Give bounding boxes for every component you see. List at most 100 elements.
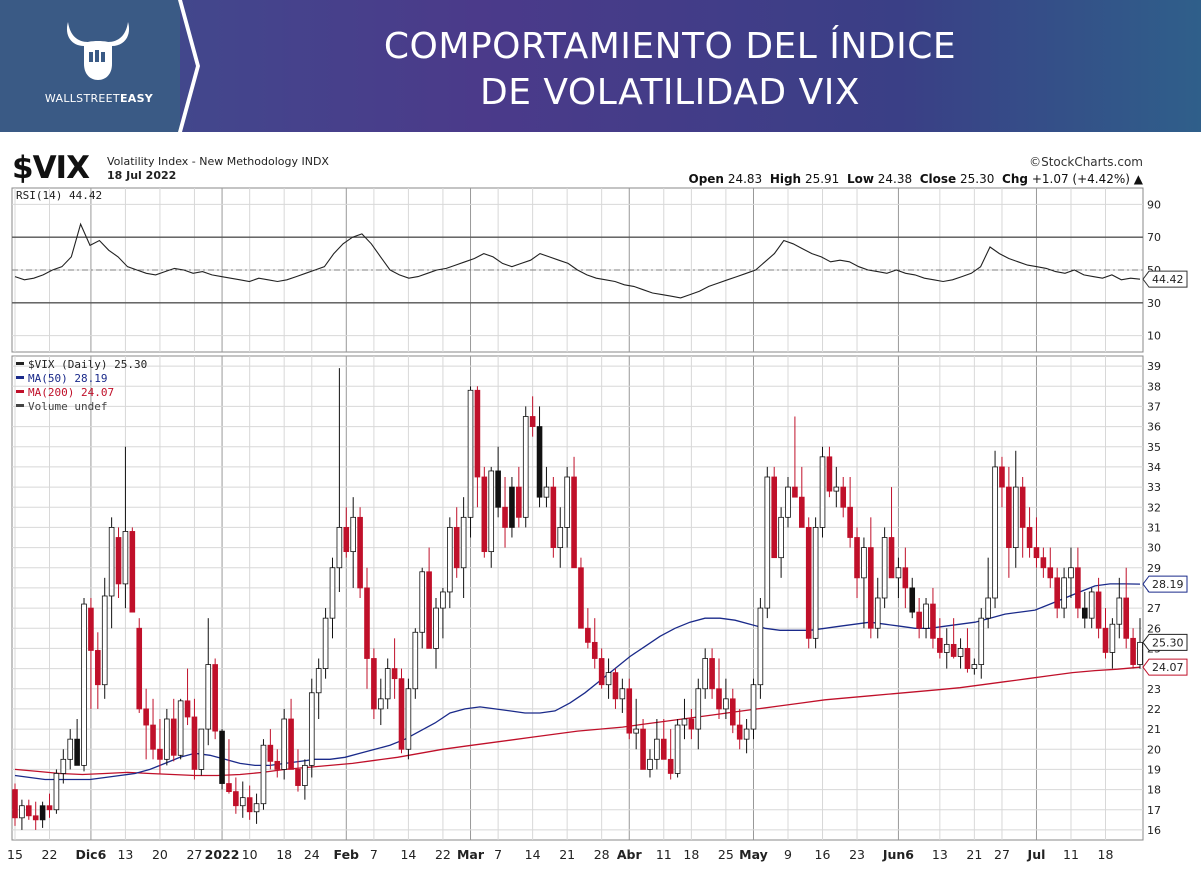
candle-body xyxy=(274,760,281,770)
last-value-label: 25.30 xyxy=(1152,636,1184,649)
candle-body xyxy=(12,789,18,819)
candle-body xyxy=(212,664,218,732)
candle-body xyxy=(681,718,688,726)
low-value: 24.38 xyxy=(877,172,913,186)
candle-body xyxy=(129,531,136,613)
candle-body xyxy=(81,603,87,766)
candle-body xyxy=(688,718,695,730)
x-tick-label: 10 xyxy=(242,847,258,862)
x-tick-label: Mar xyxy=(457,847,485,862)
candle-body xyxy=(329,567,336,619)
x-tick-label: 20 xyxy=(152,847,168,862)
price-y-tick: 34 xyxy=(1147,461,1161,474)
price-y-tick: 36 xyxy=(1147,421,1161,434)
candle-body xyxy=(591,641,598,659)
last-value-tag xyxy=(1142,633,1188,651)
candle-body xyxy=(502,506,508,528)
x-tick-label: 9 xyxy=(784,847,792,862)
x-tick-label: 21 xyxy=(559,847,575,862)
candle-body xyxy=(633,728,639,734)
candle-body xyxy=(88,607,94,651)
candle-body xyxy=(67,738,74,760)
price-y-tick: 29 xyxy=(1147,562,1161,575)
candle-body xyxy=(108,527,115,597)
candle-body xyxy=(260,744,267,805)
low-label: Low xyxy=(846,172,874,186)
candle-body xyxy=(322,617,329,669)
candle-body xyxy=(150,724,156,750)
x-tick-label: Feb xyxy=(334,847,360,862)
candle-body xyxy=(1006,486,1012,548)
close-label: Close xyxy=(919,172,957,186)
rsi-legend: RSI(14) 44.42 xyxy=(16,189,102,202)
candle-body xyxy=(398,678,405,750)
candle-body xyxy=(978,617,985,665)
candle-body xyxy=(771,476,778,559)
candle-body xyxy=(474,389,481,478)
candle-body xyxy=(239,797,246,807)
candle-body xyxy=(529,416,536,427)
price-y-tick: 33 xyxy=(1147,481,1161,494)
candle-body xyxy=(467,389,474,518)
x-tick-label: 13 xyxy=(117,847,133,862)
x-tick-label: 2022 xyxy=(205,847,240,862)
candle-body xyxy=(177,700,184,756)
candle-body xyxy=(253,803,260,813)
candle-body xyxy=(143,708,149,726)
x-tick-label: 13 xyxy=(932,847,948,862)
candle-body xyxy=(799,496,805,528)
price-y-tick: 23 xyxy=(1147,683,1161,696)
candle-body xyxy=(999,466,1005,488)
ticker-symbol: $VIX xyxy=(12,150,90,186)
candle-body xyxy=(550,486,557,548)
candle-body xyxy=(785,486,791,518)
candle-body xyxy=(198,728,205,770)
candle-body xyxy=(1116,597,1123,625)
candle-body xyxy=(1019,486,1026,528)
candle-body xyxy=(419,571,426,633)
x-tick-label: 27 xyxy=(186,847,202,862)
candle-body xyxy=(226,783,232,792)
price-y-tick: 30 xyxy=(1147,542,1161,555)
price-y-tick: 21 xyxy=(1147,723,1161,736)
candle-body xyxy=(302,764,308,786)
candle-body xyxy=(868,547,874,629)
rsi-y-tick: 30 xyxy=(1147,297,1161,310)
candle-body xyxy=(743,728,750,740)
candle-body xyxy=(1054,577,1060,609)
x-tick-label: 23 xyxy=(849,847,865,862)
price-frame xyxy=(11,355,1144,841)
candle-body xyxy=(1081,607,1088,619)
candle-body xyxy=(536,426,543,498)
price-y-tick: 37 xyxy=(1147,400,1161,413)
last-value-label: 28.19 xyxy=(1152,578,1184,591)
candle-body xyxy=(357,516,363,589)
ma200-line xyxy=(14,666,1141,777)
last-value-tag xyxy=(1142,658,1188,676)
x-tick-label: 22 xyxy=(42,847,58,862)
legend-swatch xyxy=(16,390,24,393)
candle-body xyxy=(391,668,398,680)
candle-body xyxy=(881,537,888,599)
candle-body xyxy=(74,738,80,766)
x-tick-label: 18 xyxy=(683,847,699,862)
candle-body xyxy=(26,805,32,817)
stockcharts-credit: ©StockCharts.com xyxy=(1029,155,1143,169)
candle-body xyxy=(433,607,439,649)
page-title: COMPORTAMIENTO DEL ÍNDICE DE VOLATILIDAD… xyxy=(300,24,1040,116)
candle-body xyxy=(412,631,419,690)
candle-body xyxy=(1033,547,1040,559)
candle-body xyxy=(1061,577,1067,609)
candle-body xyxy=(937,637,943,653)
candle-body xyxy=(288,718,294,770)
x-tick-label: Jul xyxy=(1027,847,1046,862)
x-tick-label: 28 xyxy=(594,847,610,862)
x-tick-label: 7 xyxy=(494,847,502,862)
ohlc-summary: Open 24.83 High 25.91 Low 24.38 Close 25… xyxy=(688,172,1144,186)
candle-body xyxy=(1130,637,1136,665)
header-banner: WALLSTREETEASY COMPORTAMIENTO DEL ÍNDICE… xyxy=(0,0,1201,132)
candle-body xyxy=(350,516,356,553)
x-tick-label: May xyxy=(739,847,768,862)
price-y-tick: 31 xyxy=(1147,521,1161,534)
